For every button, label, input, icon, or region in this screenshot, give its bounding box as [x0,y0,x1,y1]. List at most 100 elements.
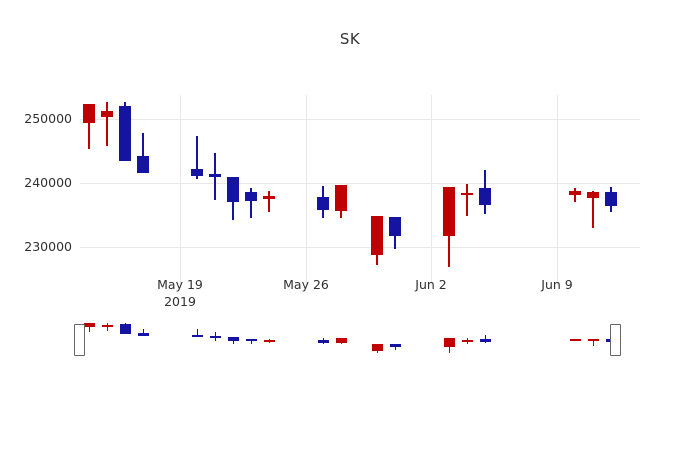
candle-body [587,192,599,198]
x-axis-tick-label: Jun 9 [541,277,573,292]
x-axis-labels: May 19 2019 May 26 Jun 2 Jun 9 [0,276,700,312]
gridline-horizontal [80,118,640,120]
candlestick[interactable] [461,95,473,285]
plot-area [80,95,640,285]
gridline-vertical [306,95,307,285]
navigator-candle-body [569,339,581,342]
navigator-candlestick [227,315,239,361]
navigator-candlestick [335,315,347,361]
candle-wick [466,183,468,217]
candlestick[interactable] [335,95,347,285]
candle-body [83,103,95,123]
candle-wick [268,191,270,212]
navigator-candlestick [101,315,113,361]
candle-body [443,186,455,237]
navigator-candle-body [137,332,149,336]
navigator-candlestick [587,315,599,361]
navigator-candlestick [389,315,401,361]
candlestick[interactable] [389,95,401,285]
chart-title: SK [339,30,361,48]
candlestick[interactable] [569,95,581,285]
navigator-candlestick [209,315,221,361]
navigator-candlestick [371,315,383,361]
x-axis-tick-label: Jun 2 [415,277,447,292]
navigator-candle-body [119,323,131,334]
candle-wick [196,135,198,180]
candle-body [461,193,473,196]
candle-body [335,185,347,212]
gridline-vertical [557,95,558,285]
navigator-candlestick [317,315,329,361]
candlestick[interactable] [371,95,383,285]
gridline-vertical [431,95,432,285]
range-navigator[interactable] [0,315,700,375]
navigator-candle-wick [592,339,594,346]
candle-body [389,217,401,236]
navigator-candle-body [245,339,257,342]
candlestick[interactable] [245,95,257,285]
y-axis-labels: 230000 240000 250000 [0,95,72,295]
candle-body [191,169,203,177]
candle-body [371,215,383,256]
x-axis-tick-label: May 19 2019 [157,277,203,309]
gridline-vertical [180,95,181,285]
navigator-candle-body [461,339,473,342]
candlestick[interactable] [137,95,149,285]
navigator-candle-wick [142,328,144,336]
candlestick[interactable] [587,95,599,285]
candlestick[interactable] [101,95,113,285]
x-axis-tick-label: May 26 [283,277,329,292]
gridline-horizontal [80,182,640,184]
candlestick[interactable] [119,95,131,285]
candlestick[interactable] [443,95,455,285]
candle-wick [106,101,108,147]
navigator-candle-wick [106,323,108,332]
navigator-candle-body [443,338,455,348]
navigator-candle-body [317,340,329,343]
range-handle-left[interactable] [74,324,85,356]
candlestick[interactable] [83,95,95,285]
navigator-candle-body [227,336,239,342]
gridline-horizontal [80,246,640,248]
y-axis-tick-label: 240000 [24,174,72,190]
candle-wick [592,191,594,228]
candle-body [137,156,149,173]
navigator-candle-body [209,336,221,339]
candlestick[interactable] [479,95,491,285]
navigator-candle-body [479,338,491,342]
navigator-candle-body [101,324,113,327]
navigator-candlestick [479,315,491,361]
candlestick[interactable] [227,95,239,285]
candlestick[interactable] [191,95,203,285]
navigator-candle-body [83,323,95,327]
candle-body [479,187,491,205]
navigator-candle-body [335,338,347,343]
navigator-candle-body [263,340,275,343]
navigator-candlestick [461,315,473,361]
navigator-candlestick [137,315,149,361]
candlestick[interactable] [605,95,617,285]
candlestick[interactable] [209,95,221,285]
navigator-candlestick [191,315,203,361]
navigator-candle-wick [88,324,90,332]
candle-body [245,192,257,202]
navigator-candlestick [83,315,95,361]
navigator-candlestick [569,315,581,361]
candlestick[interactable] [317,95,329,285]
candle-wick [574,187,576,203]
candle-body [227,177,239,203]
navigator-candle-body [389,343,401,348]
navigator-candlestick [119,315,131,361]
candle-wick [142,132,144,173]
candlestick[interactable] [263,95,275,285]
candle-body [101,110,113,118]
navigator-candlestick [245,315,257,361]
y-axis-tick-label: 230000 [24,238,72,254]
navigator-candlestick [443,315,455,361]
range-handle-right[interactable] [610,324,621,356]
navigator-candle-body [191,335,203,338]
navigator-candle-body [371,343,383,351]
candle-body [605,192,617,206]
candle-body [569,191,581,195]
